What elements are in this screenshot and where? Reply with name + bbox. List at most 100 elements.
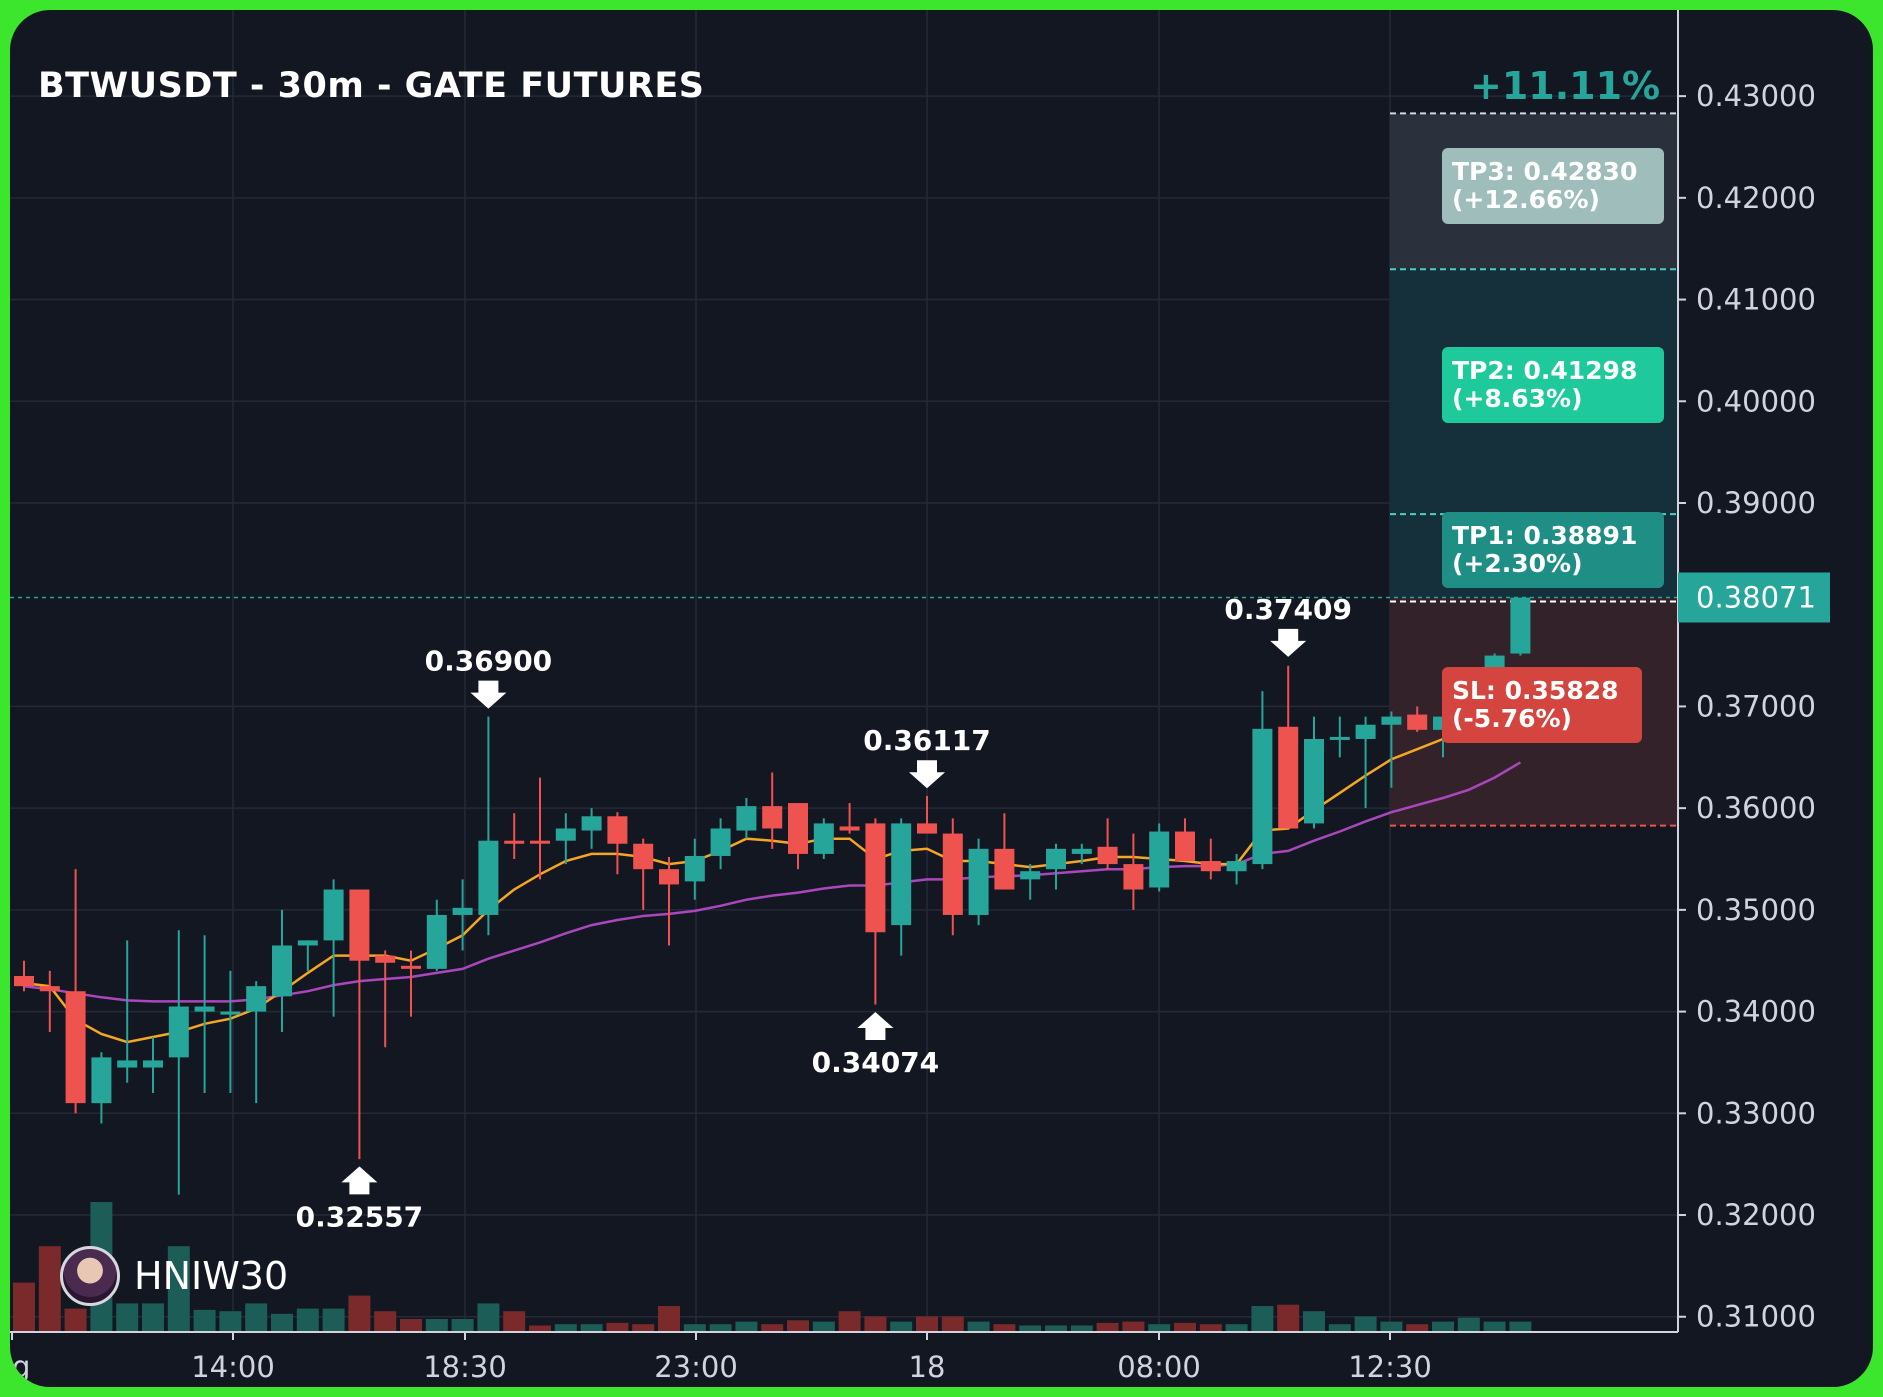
tp1-label: TP1: 0.38891 (+2.30%) — [1442, 512, 1664, 588]
candle-body — [117, 1060, 138, 1068]
arrow-down-icon — [909, 760, 945, 789]
candle — [762, 772, 783, 849]
candle — [272, 909, 292, 1032]
candle-body — [1252, 728, 1273, 865]
candle-body — [1175, 831, 1195, 862]
y-tick-label: 0.39000 — [1696, 486, 1816, 520]
candle-body — [1097, 846, 1118, 865]
volume-bar — [709, 1324, 732, 1332]
user-badge[interactable]: HNIW30 — [60, 1246, 288, 1306]
candle-body — [1123, 864, 1144, 890]
candle-body — [168, 1006, 189, 1058]
candle — [1278, 665, 1299, 829]
candle-body — [349, 889, 370, 961]
price-annotation: 0.37409 — [1224, 593, 1352, 626]
candle-body — [1046, 848, 1066, 870]
candle — [426, 899, 447, 971]
candle-body — [323, 889, 344, 941]
volume-bar — [219, 1311, 242, 1332]
candle — [1071, 843, 1092, 865]
candle — [1200, 838, 1221, 880]
avatar-icon[interactable] — [60, 1246, 120, 1306]
volume-bar — [1277, 1304, 1300, 1332]
candle — [65, 869, 86, 1114]
volume-bar — [193, 1309, 216, 1332]
candle — [504, 813, 525, 860]
volume-bar — [1096, 1322, 1119, 1332]
tp1-price: TP1: 0.38891 — [1452, 521, 1638, 550]
volume-bar — [1070, 1325, 1093, 1332]
arrow-up-icon — [341, 1166, 378, 1195]
chart-frame: 0.36900 0.32557 0.36117 0.34074 0.37409 0.430… — [10, 10, 1873, 1387]
candle-body — [14, 975, 34, 987]
candle — [194, 935, 215, 1093]
price-annotation: 0.36900 — [425, 645, 553, 678]
candle — [117, 940, 138, 1083]
candle-body — [865, 823, 886, 933]
tp3-label: TP3: 0.42830 (+12.66%) — [1442, 148, 1664, 224]
volume-bar — [1148, 1324, 1171, 1332]
candle — [736, 797, 757, 839]
candle-body — [710, 828, 731, 856]
y-tick-label: 0.35000 — [1696, 893, 1816, 927]
chart-title: BTWUSDT - 30m - GATE FUTURES — [38, 66, 705, 106]
candle-body — [452, 907, 473, 915]
tp2-price: TP2: 0.41298 — [1452, 356, 1638, 385]
candle — [14, 960, 34, 992]
candle-body — [917, 823, 937, 834]
candle — [581, 808, 602, 849]
candle-body — [530, 840, 550, 844]
candle — [297, 940, 318, 971]
candle-body — [478, 840, 499, 915]
volume-bar — [735, 1321, 758, 1332]
candle-body — [607, 816, 628, 844]
volume-bar — [658, 1306, 680, 1332]
candle — [91, 1052, 112, 1124]
volume-bar — [1354, 1316, 1377, 1332]
candle-body — [39, 986, 60, 992]
candle-body — [1407, 714, 1428, 730]
tp2-label: TP2: 0.41298 (+8.63%) — [1442, 347, 1664, 423]
y-tick-label: 0.31000 — [1696, 1300, 1816, 1334]
volume-bar — [374, 1311, 397, 1332]
volume-bar — [477, 1303, 500, 1332]
price-annotation: 0.34074 — [812, 1046, 940, 1079]
candle — [659, 856, 679, 946]
volume-bar — [1406, 1324, 1429, 1332]
y-tick-label: 0.36000 — [1696, 791, 1816, 825]
volume-bar — [142, 1303, 164, 1332]
candle-body — [968, 848, 989, 915]
candle — [349, 889, 370, 1160]
candle — [1381, 711, 1402, 788]
volume-bar — [890, 1321, 913, 1332]
candle — [1252, 691, 1273, 870]
volume-bar — [1509, 1321, 1532, 1332]
candle — [530, 777, 550, 880]
candle — [813, 818, 834, 860]
volume-bar — [64, 1308, 87, 1332]
volume-bar — [451, 1319, 474, 1332]
x-tick-label: 12:30 — [1348, 1350, 1432, 1384]
candle-body — [839, 826, 860, 831]
candle — [839, 803, 860, 834]
candle — [555, 813, 576, 865]
volume-bar — [838, 1311, 861, 1332]
candle-body — [401, 965, 421, 969]
x-tick-label: 23:00 — [654, 1350, 738, 1384]
candle — [1149, 823, 1170, 892]
gain-label: +11.11% — [1470, 64, 1661, 108]
candle — [994, 813, 1015, 890]
volume-bar — [400, 1319, 422, 1332]
candle — [1304, 716, 1324, 829]
arrow-down-icon — [470, 680, 507, 709]
y-tick-label: 0.33000 — [1696, 1096, 1816, 1130]
candle — [633, 838, 654, 910]
volume-bar — [1174, 1322, 1196, 1332]
volume-bar — [967, 1321, 990, 1332]
candle — [1097, 818, 1118, 870]
candle — [1329, 716, 1350, 758]
y-tick-label: 0.32000 — [1696, 1198, 1816, 1232]
candle-body — [762, 806, 783, 829]
candle — [1020, 864, 1041, 900]
volume-bar — [503, 1311, 526, 1332]
